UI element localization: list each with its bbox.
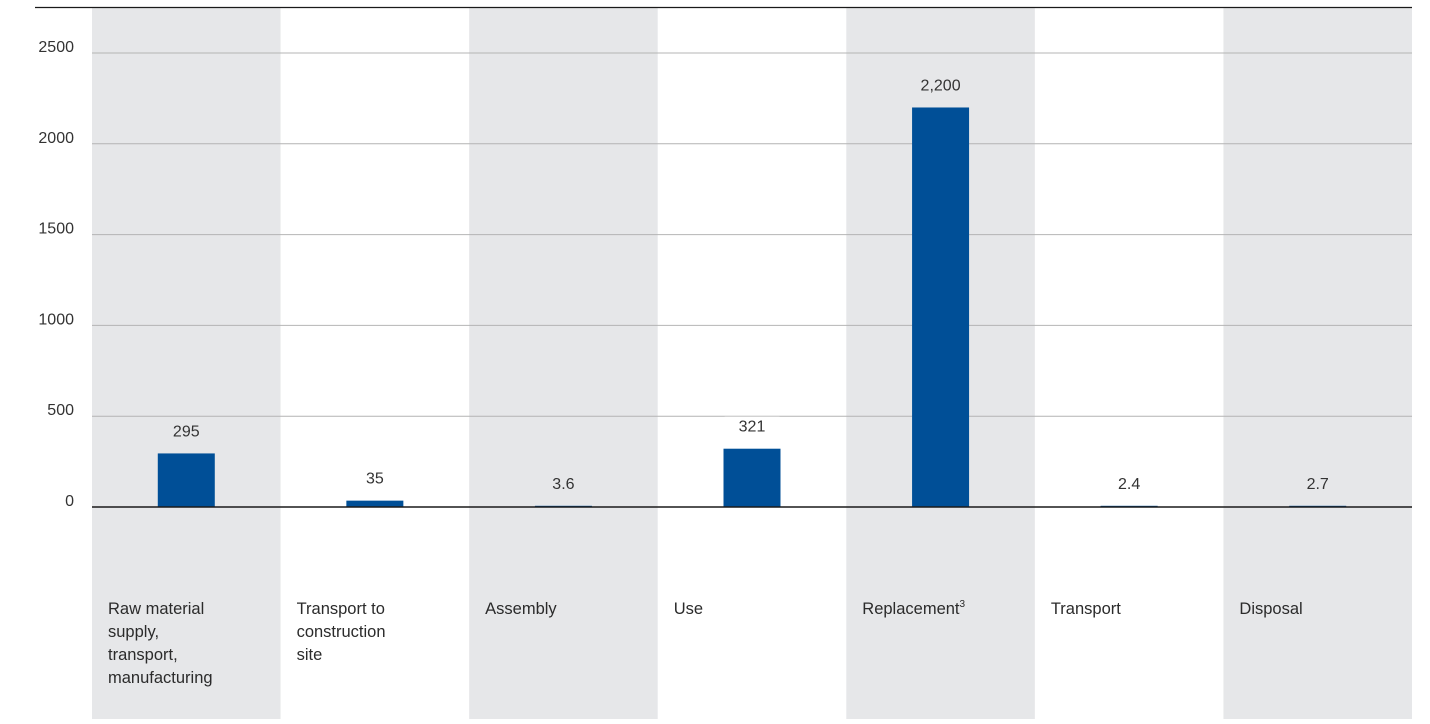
bars (92, 107, 1412, 508)
y-tick-label: 1500 (38, 221, 74, 238)
category-label: Disposal (1239, 600, 1302, 618)
y-tick-label: 500 (47, 402, 74, 419)
data-label: 295 (173, 423, 200, 440)
data-label: 3.6 (552, 476, 574, 493)
category-label: Transport to construction site (297, 600, 386, 664)
y-tick-label: 1000 (38, 311, 74, 328)
data-label: 35 (366, 471, 384, 488)
data-labels: 295 35 3.6 321 2,200 2.4 2.7 (173, 77, 1329, 493)
category-label: Transport (1051, 600, 1121, 618)
data-label: 2.4 (1118, 476, 1140, 493)
category-label: Replacement3 (862, 599, 965, 618)
category-band (1223, 8, 1412, 719)
y-axis-tick-labels: 0 500 1000 1500 2000 2500 (38, 39, 74, 510)
data-label: 2.7 (1307, 476, 1329, 493)
category-bands (92, 8, 1412, 719)
category-band (469, 8, 658, 719)
y-tick-label: 2500 (38, 39, 74, 56)
category-band (92, 8, 281, 719)
category-label: Raw material supply, transport, manufacturi… (108, 600, 213, 687)
bar (157, 453, 215, 507)
bar (912, 107, 970, 507)
data-label-bg (724, 416, 780, 438)
y-tick-label: 2000 (38, 130, 74, 147)
data-label: 2,200 (921, 77, 961, 94)
data-label: 321 (739, 419, 766, 436)
category-labels: Raw material supply, transport, manufacturi… (108, 599, 1303, 687)
bar (723, 448, 781, 507)
gridlines (35, 6, 1412, 417)
category-label: Assembly (485, 600, 557, 618)
category-label: Use (674, 600, 703, 618)
bar (346, 500, 404, 507)
y-tick-label: 0 (65, 493, 74, 510)
